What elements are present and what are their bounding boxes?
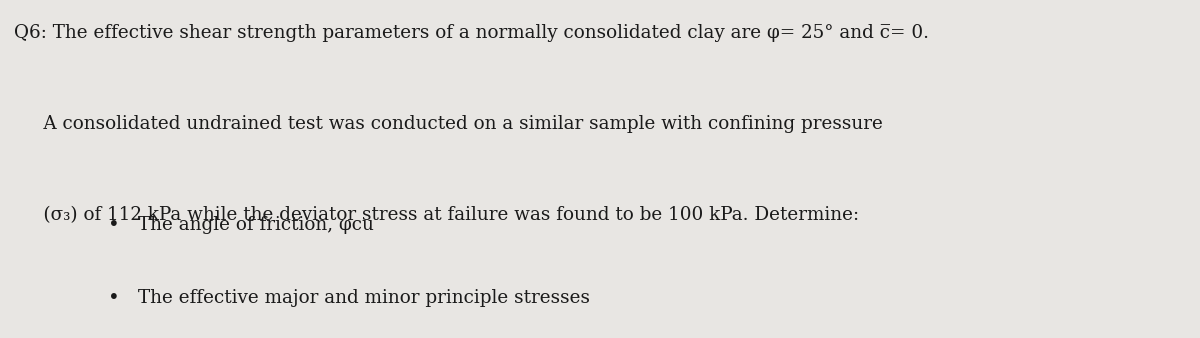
Text: The effective major and minor principle stresses: The effective major and minor principle … bbox=[138, 289, 590, 307]
Text: A consolidated undrained test was conducted on a similar sample with confining p: A consolidated undrained test was conduc… bbox=[14, 115, 883, 133]
Text: The angle of friction, φcu: The angle of friction, φcu bbox=[138, 216, 374, 234]
Text: Q6: The effective shear strength parameters of a normally consolidated clay are : Q6: The effective shear strength paramet… bbox=[14, 24, 930, 42]
Text: (σ₃) of 112 kPa while the deviator stress at failure was found to be 100 kPa. De: (σ₃) of 112 kPa while the deviator stres… bbox=[14, 206, 859, 224]
Text: •: • bbox=[108, 289, 120, 308]
Text: •: • bbox=[108, 216, 120, 235]
